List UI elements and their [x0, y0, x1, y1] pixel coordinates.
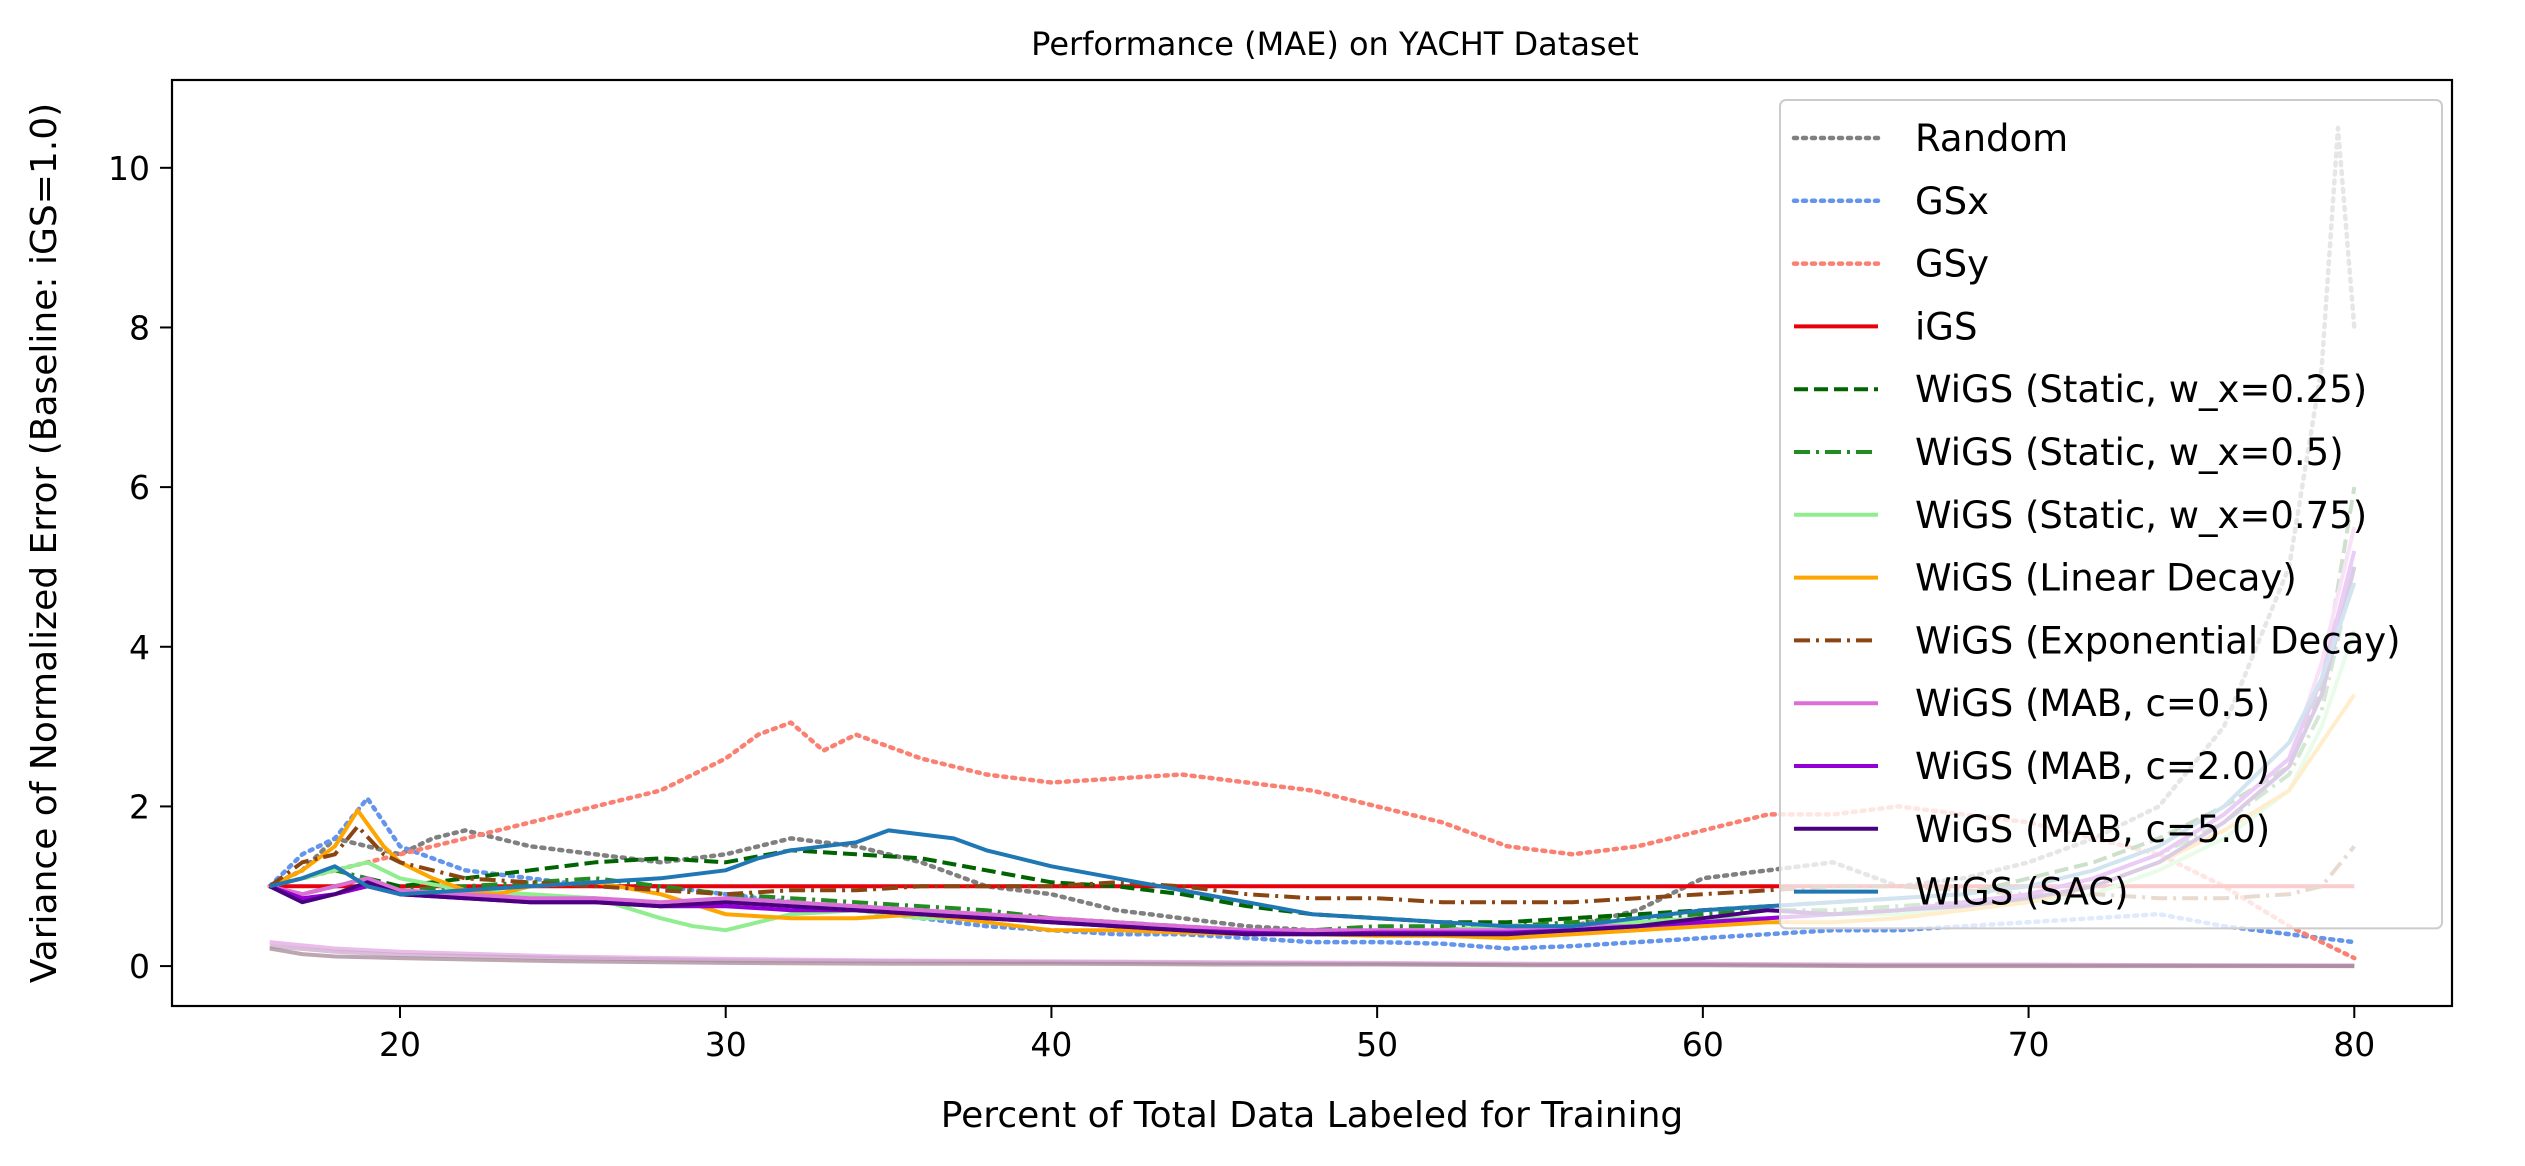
y-axis-label: Variance of Normalized Error (Baseline: … — [24, 103, 65, 983]
legend: Random GSx GSy iGS WiGS (Static, w_x=0.25) Wi… — [1779, 99, 2443, 930]
y-tick-label: 8 — [129, 308, 150, 347]
x-tick-label: 40 — [1030, 1025, 1072, 1064]
chart-title: Performance (MAE) on YACHT Dataset — [1031, 25, 1639, 63]
x-tick-label: 20 — [379, 1025, 421, 1064]
legend-entry: GSy — [1915, 243, 1989, 286]
legend-box — [1779, 99, 2443, 930]
legend-entry: WiGS (MAB, c=0.5) — [1915, 682, 2270, 725]
series-line-unlabeled-15 — [269, 946, 2355, 969]
legend-entry: WiGS (Static, w_x=0.75) — [1915, 494, 2367, 537]
x-tick-label: 70 — [2008, 1025, 2050, 1064]
legend-entry: WiGS (Exponential Decay) — [1915, 619, 2401, 662]
y-axis: 0 2 4 6 8 10 — [108, 149, 172, 986]
legend-entry: WiGS (MAB, c=2.0) — [1915, 745, 2270, 788]
y-tick-label: 6 — [129, 468, 150, 507]
legend-entry: Random — [1915, 117, 2068, 160]
legend-entry: GSx — [1915, 180, 1989, 223]
y-tick-label: 4 — [129, 628, 150, 667]
legend-entry: WiGS (SAC) — [1915, 871, 2129, 914]
x-axis-label: Percent of Total Data Labeled for Traini… — [941, 1095, 1684, 1136]
legend-entry: WiGS (Linear Decay) — [1915, 557, 2297, 600]
x-tick-label: 50 — [1356, 1025, 1398, 1064]
series-line-wigs-exponential-decay — [268, 824, 2356, 905]
x-tick-label: 30 — [705, 1025, 747, 1064]
x-tick-label: 60 — [1682, 1025, 1724, 1064]
y-tick-label: 0 — [129, 947, 150, 986]
legend-entry: iGS — [1915, 305, 1977, 348]
legend-entry: WiGS (Static, w_x=0.25) — [1915, 368, 2367, 411]
plot-frame — [170, 78, 2454, 1008]
y-tick-label: 10 — [108, 149, 150, 188]
y-tick-label: 2 — [129, 787, 150, 826]
x-tick-label: 80 — [2333, 1025, 2375, 1064]
x-axis: 20 30 40 50 60 70 80 — [379, 1006, 2375, 1064]
legend-entry: WiGS (Static, w_x=0.5) — [1915, 431, 2344, 474]
legend-entry: WiGS (MAB, c=5.0) — [1915, 808, 2270, 851]
